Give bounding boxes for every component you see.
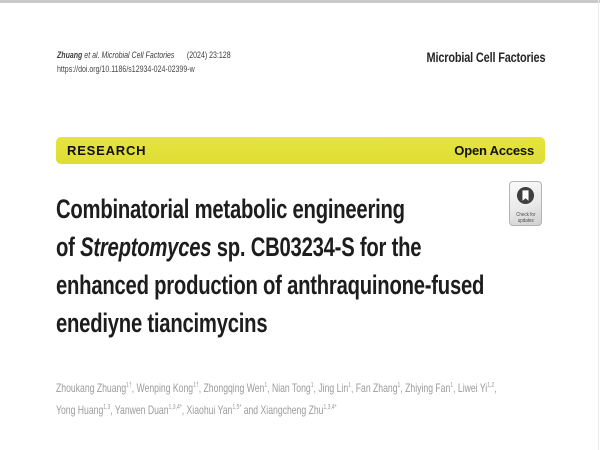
author: Wenping Kong [136, 381, 194, 395]
article-title-line: enediyne tiancimycins [56, 308, 268, 338]
article-title-line: of Streptomyces sp. CB03234-S for the [56, 232, 422, 262]
author: Yanwen Duan [114, 403, 169, 417]
open-access-label: Open Access [454, 143, 534, 158]
article-title-line: enhanced production of anthraquinone-fus… [56, 270, 485, 300]
research-banner: RESEARCH Open Access [56, 137, 545, 164]
article-type-label: RESEARCH [67, 143, 147, 158]
doi-link[interactable]: https://doi.org/10.1186/s12934-024-02399… [57, 64, 195, 74]
author: Nian Tong [271, 381, 311, 395]
bookmark-icon [516, 186, 535, 210]
journal-name: Microbial Cell Factories [426, 49, 545, 65]
article-title: Combinatorial metabolic engineering of St… [56, 190, 600, 342]
page-top-border [0, 0, 600, 3]
citation-author: Zhuang [57, 50, 83, 60]
check-updates-badge[interactable]: Check for updates [509, 181, 542, 226]
author-line: Zhoukang Zhuang1†, Wenping Kong1†, Zhong… [56, 381, 497, 395]
check-updates-label: Check for updates [515, 212, 536, 224]
author: Yong Huang [56, 403, 104, 417]
running-head: Zhuang et al. Microbial Cell Factories (2… [57, 48, 231, 76]
citation-line: Zhuang et al. Microbial Cell Factories (2… [57, 48, 231, 62]
page-right-border [598, 0, 599, 450]
citation-journal: et al. Microbial Cell Factories [82, 50, 175, 60]
author: Zhongqing Wen [203, 381, 265, 395]
citation-ref: (2024) 23:128 [186, 50, 231, 60]
author-list: Zhoukang Zhuang1†, Wenping Kong1†, Zhong… [56, 377, 600, 421]
author: Zhoukang Zhuang [56, 381, 127, 395]
author: Xiangcheng Zhu [260, 403, 324, 417]
author: Xiaohui Yan [186, 403, 233, 417]
author: Zhiying Fan [405, 381, 451, 395]
author-line: Yong Huang1,3, Yanwen Duan1,3,4*, Xiaohu… [56, 403, 337, 417]
author: Fan Zhang [355, 381, 398, 395]
article-title-line: Combinatorial metabolic engineering [56, 194, 405, 224]
author: Jing Lin [318, 381, 349, 395]
author: Liwei Yi [457, 381, 488, 395]
